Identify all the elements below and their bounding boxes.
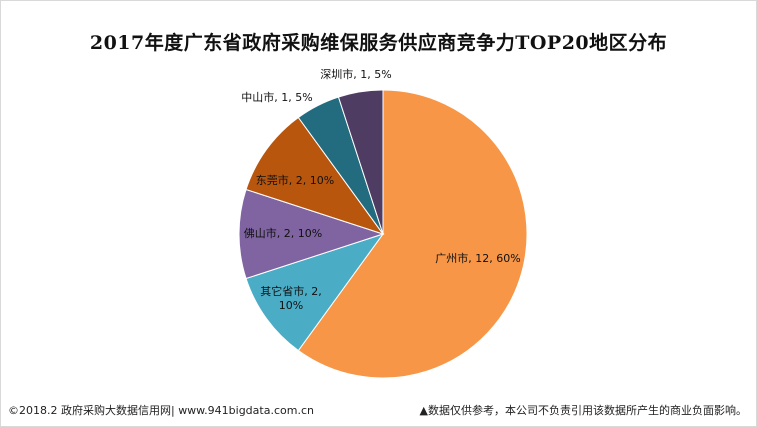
pie-slice-1 bbox=[245, 233, 385, 352]
pie-slice-5 bbox=[337, 89, 384, 235]
pie-slice-3 bbox=[245, 116, 385, 235]
slice-label-4: 中山市, 1, 5% bbox=[241, 90, 312, 104]
pie-slice-2 bbox=[238, 188, 385, 280]
pie-slice-0 bbox=[297, 89, 528, 379]
footer-disclaimer: ▲数据仅供参考，本公司不负责引用该数据所产生的商业负面影响。 bbox=[419, 404, 747, 417]
chart-title: 2017年度广东省政府采购维保服务供应商竞争力TOP20地区分布 bbox=[89, 32, 668, 54]
slice-label-1: 其它省市, 2, 10% bbox=[260, 284, 322, 312]
slice-label-5: 深圳市, 1, 5% bbox=[320, 67, 391, 81]
slice-label-2: 佛山市, 2, 10% bbox=[244, 226, 322, 240]
slice-label-3: 东莞市, 2, 10% bbox=[256, 173, 334, 187]
footer-source: ©2018.2 政府采购大数据信用网| www.941bigdata.com.c… bbox=[8, 404, 314, 417]
slice-label-0: 广州市, 12, 60% bbox=[435, 251, 520, 265]
